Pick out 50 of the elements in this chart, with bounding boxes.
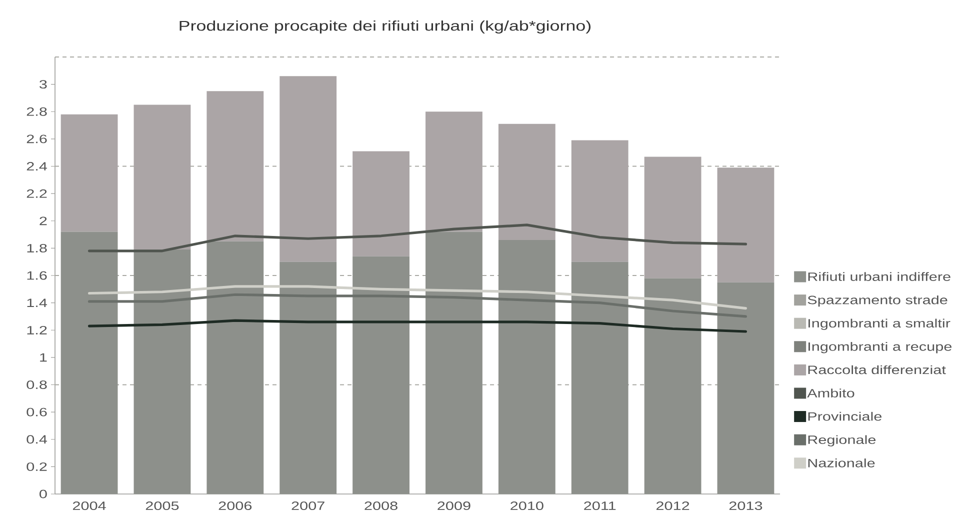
x-tick-label: 2006 [218, 502, 252, 510]
bar [206, 241, 264, 494]
line-series [88, 293, 748, 318]
chart-title: Produzione procapite dei rifiuti urbani (kg/ab*giorno) [180, 20, 591, 34]
x-tick-label: 2005 [146, 502, 179, 510]
y-tick-label: 1.4 [27, 298, 48, 307]
y-tick-label: 0.2 [26, 462, 47, 471]
bar [280, 76, 337, 262]
y-tick-label: 1 [40, 353, 47, 362]
y-tick-label: 0 [40, 490, 47, 498]
y-tick-label: 0.4 [26, 435, 48, 444]
x-tick-label: 2008 [364, 502, 398, 510]
bar [717, 282, 774, 494]
legend-label: Ingombranti a recupe [808, 342, 952, 354]
x-tick-label: 2009 [438, 502, 470, 510]
bar [426, 232, 482, 494]
legend-label: Raccolta differenziat [808, 365, 946, 374]
bar [134, 250, 191, 494]
bar [644, 278, 702, 494]
y-tick-label: 2 [40, 216, 47, 226]
legend-label: Ambito [807, 388, 854, 398]
y-tick-label: 0.8 [26, 380, 47, 389]
bar [498, 240, 556, 494]
y-tick-label: 1.6 [27, 271, 47, 280]
y-tick-label: 2.8 [26, 107, 47, 116]
x-tick-label: 2012 [656, 502, 690, 510]
y-tick-label: 2.4 [26, 162, 48, 170]
x-tick-label: 2004 [72, 502, 106, 510]
line-series [88, 285, 748, 310]
x-tick-label: 2007 [292, 502, 324, 510]
legend-label: Provinciale [808, 412, 882, 421]
legend-label: Spazzamento strade [808, 295, 948, 307]
legend-label: Ingombranti a smaltir [808, 318, 950, 330]
legend-label: Rifiuti urbani indiffere [808, 272, 950, 281]
bar [60, 232, 118, 494]
y-tick-label: 3 [40, 80, 47, 89]
bar [280, 262, 337, 494]
legend-label: Nazionale [808, 458, 875, 468]
y-tick-label: 0.6 [26, 408, 47, 416]
legend-label: Regionale [808, 435, 876, 446]
bar [352, 256, 410, 494]
y-tick-label: 1.8 [27, 244, 47, 252]
y-tick-label: 2.2 [26, 189, 47, 198]
y-tick-label: 2.6 [26, 134, 47, 144]
bar [571, 262, 628, 494]
y-tick-label: 1.2 [27, 326, 47, 334]
x-tick-label: 2013 [729, 502, 762, 510]
x-tick-label: 2011 [584, 502, 616, 510]
line-series [88, 224, 748, 252]
x-tick-label: 2010 [510, 502, 544, 510]
